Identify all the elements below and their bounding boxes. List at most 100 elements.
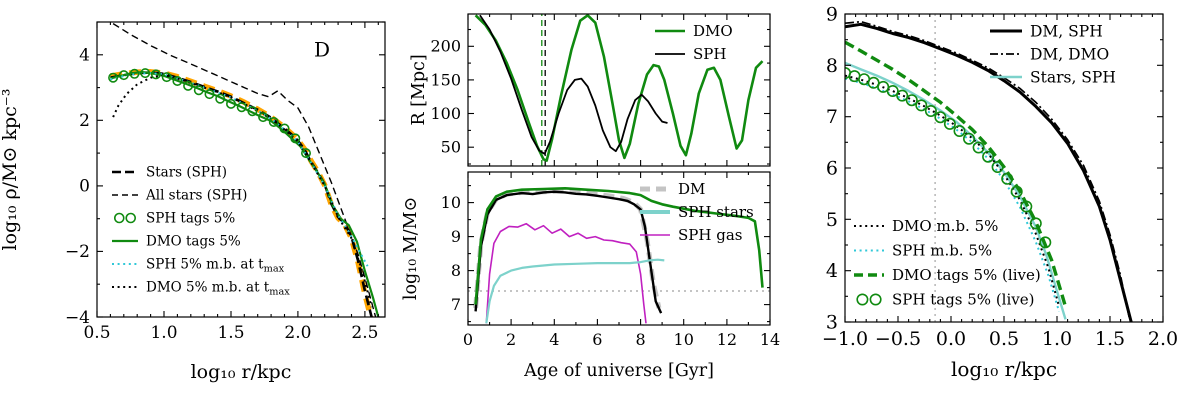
legend: DM SPH stars SPH gas xyxy=(640,180,754,244)
series-all-stars-sph xyxy=(112,23,377,317)
legend: Stars (SPH) All stars (SPH) SPH tags 5% DMO… xyxy=(112,165,290,298)
marker-circle xyxy=(204,89,215,100)
marker-circle xyxy=(118,70,129,81)
legend-label: Stars (SPH) xyxy=(146,165,227,181)
marker-circle xyxy=(258,112,269,123)
marker-circle xyxy=(226,98,237,109)
x-tick-label: 2.5 xyxy=(351,323,378,343)
y-tick-label: 150 xyxy=(430,70,461,89)
y-axis-label: R [Mpc] xyxy=(409,54,429,125)
x-tick-label: 1.5 xyxy=(217,323,244,343)
y-tick-label: 7 xyxy=(451,295,461,314)
legend-entry: SPH tags 5% (live) xyxy=(856,291,1034,309)
legend-entry: SPH stars xyxy=(640,203,754,221)
y-axis-label: log₁₀ ρ/M⊙ kpc⁻³ xyxy=(0,89,21,251)
marker-circle xyxy=(193,85,204,96)
legend-entry: All stars (SPH) xyxy=(112,188,247,204)
y-tick-label: 9 xyxy=(826,4,838,26)
legend-label: DMO tags 5% (live) xyxy=(892,266,1041,284)
panel-density-profile-series xyxy=(108,23,380,317)
legend-entry: DMO 5% m.b. at tmax xyxy=(112,280,290,298)
marker-circle xyxy=(1029,217,1042,230)
series-sph-tags-circles xyxy=(108,68,311,159)
panel-mass-history-series xyxy=(468,187,770,324)
legend-label: SPH gas xyxy=(678,226,742,244)
legend-marker xyxy=(856,293,869,306)
marker-circle xyxy=(1001,172,1014,185)
marker-circle xyxy=(236,102,247,113)
marker-circle xyxy=(161,72,172,83)
y-tick-label: 7 xyxy=(826,106,838,128)
ticks xyxy=(467,172,771,325)
y-tick-label: 50 xyxy=(441,138,461,157)
legend-entry: DMO tags 5% (live) xyxy=(854,266,1041,284)
y-tick-label: 200 xyxy=(430,37,461,56)
x-tick-label: −1.0 xyxy=(822,328,868,350)
marker-circle xyxy=(290,133,301,144)
x-tick-label: 2 xyxy=(506,330,516,349)
legend-label: SPH tags 5% (live) xyxy=(892,291,1034,309)
legend-entry: DM xyxy=(640,180,705,198)
marker-circle xyxy=(300,148,311,159)
marker-circle xyxy=(150,69,161,80)
marker-circle xyxy=(1010,185,1023,198)
x-tick-label: 2.0 xyxy=(284,323,311,343)
legend-label: SPH m.b. 5% xyxy=(892,242,992,260)
legend: DMO m.b. 5% SPH m.b. 5% DMO tags 5% (live)… xyxy=(854,217,1041,309)
legend-entry: DMO tags 5% xyxy=(112,234,241,250)
legend-label: SPH xyxy=(693,45,726,63)
legend-entry: SPH tags 5% xyxy=(113,211,235,227)
marker-circle xyxy=(268,117,279,128)
series-sph-mb-tmax xyxy=(110,72,369,267)
marker-circle xyxy=(140,68,151,79)
y-tick-label: 10 xyxy=(441,193,461,212)
legend-label: DMO 5% m.b. at tmax xyxy=(146,280,290,298)
marker-circle xyxy=(279,123,290,134)
axes-frame xyxy=(96,21,386,318)
marker-circle xyxy=(915,99,928,112)
marker-circle xyxy=(183,80,194,91)
legend: DM, SPH DM, DMO Stars, SPH xyxy=(990,22,1116,86)
legend-entry: SPH 5% m.b. at tmax xyxy=(112,257,285,275)
y-tick-label: 8 xyxy=(451,261,461,280)
legend-marker xyxy=(869,293,882,306)
series-mass-sph-stars xyxy=(485,258,665,324)
x-axis-label: Age of universe [Gyr] xyxy=(523,361,714,381)
y-tick-label: 4 xyxy=(826,260,838,282)
panel-mass-history: 0 2 4 6 8 10 12 14 7 8 9 10 Age of universe [Gyr] log… xyxy=(401,171,780,381)
marker-circle xyxy=(991,161,1004,174)
legend-entry: SPH gas xyxy=(640,226,742,244)
ticks xyxy=(96,21,385,318)
legend-label: DM, DMO xyxy=(1030,45,1109,63)
panel-annotation: D xyxy=(314,37,330,61)
x-tick-label: 6 xyxy=(592,330,602,349)
marker-circle xyxy=(982,150,995,163)
series-dm-dmo-profile xyxy=(845,20,1130,318)
x-tick-label: 10 xyxy=(674,330,694,349)
panel-orbital-radius-series xyxy=(474,14,764,166)
series-mass-sph-gas xyxy=(485,222,647,324)
legend-label: DMO m.b. 5% xyxy=(892,217,998,235)
marker-circle xyxy=(972,141,985,154)
series-dmo-tags-live-profile xyxy=(845,40,1068,308)
ticks xyxy=(467,14,771,166)
legend-marker xyxy=(113,212,125,224)
y-tick-label: 8 xyxy=(826,55,838,77)
x-tick-label: 0 xyxy=(463,330,473,349)
legend-label: Stars, SPH xyxy=(1030,68,1116,86)
y-tick-label: 6 xyxy=(826,158,838,180)
legend-label: DM, SPH xyxy=(1030,22,1103,40)
y-tick-label: 0 xyxy=(79,177,90,197)
panel-enclosed-mass-profile: −1.0 −0.5 0.0 0.5 1.0 1.5 2.0 3 4 5 6 7 8 9 log₁₀ r/kp… xyxy=(822,4,1177,382)
x-tick-label: 1.0 xyxy=(1042,328,1072,350)
legend-label: SPH stars xyxy=(678,203,754,221)
series-sph-tags-live-circles xyxy=(845,67,1052,249)
marker-circle xyxy=(924,105,937,118)
marker-circle xyxy=(1020,200,1033,213)
marker-circle xyxy=(172,76,183,87)
marker-circle xyxy=(867,76,880,89)
legend-label: All stars (SPH) xyxy=(145,188,247,204)
marker-circle xyxy=(905,94,918,107)
